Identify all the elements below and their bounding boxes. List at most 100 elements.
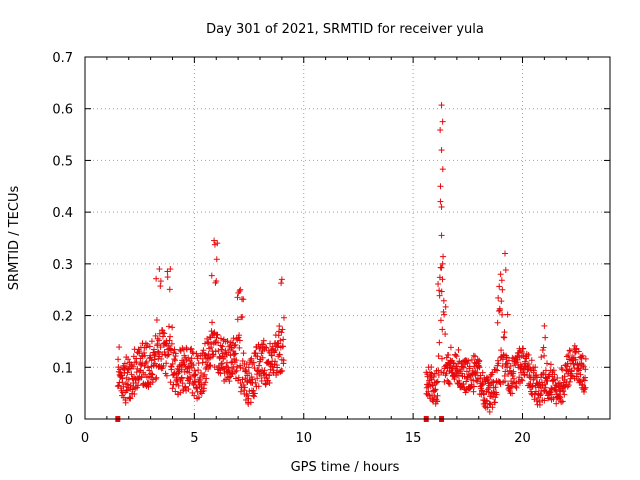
data-point	[146, 367, 153, 374]
data-point	[477, 375, 484, 382]
data-point	[433, 379, 440, 386]
data-point	[476, 357, 483, 364]
data-point	[149, 371, 156, 378]
axis-ticks	[84, 56, 610, 420]
data-point	[455, 372, 462, 379]
data-point	[464, 375, 471, 382]
data-point	[161, 348, 168, 355]
data-point	[551, 371, 558, 378]
data-points	[114, 102, 589, 415]
data-point	[437, 183, 444, 190]
data-point	[232, 368, 239, 375]
data-point	[260, 337, 267, 344]
data-point	[278, 329, 285, 336]
data-point	[434, 392, 441, 399]
data-point	[492, 366, 499, 373]
data-point	[157, 363, 164, 370]
data-point	[279, 343, 286, 350]
data-point	[246, 370, 253, 377]
data-point	[460, 364, 467, 371]
data-point	[559, 398, 566, 405]
data-point	[228, 359, 235, 366]
data-point	[510, 368, 517, 375]
data-point	[202, 379, 209, 386]
data-point	[149, 376, 156, 383]
data-point	[550, 395, 557, 402]
data-point	[277, 337, 284, 344]
data-point	[236, 344, 243, 351]
data-point	[219, 352, 226, 359]
data-point	[224, 338, 231, 345]
data-point	[481, 391, 487, 398]
data-point	[434, 378, 441, 385]
data-point	[498, 298, 505, 305]
data-point	[442, 303, 449, 310]
data-point	[268, 352, 275, 359]
data-point	[443, 354, 450, 361]
data-point	[443, 370, 450, 377]
data-point	[565, 382, 572, 389]
data-point	[192, 378, 199, 385]
data-point	[225, 364, 232, 371]
data-point	[229, 370, 236, 377]
data-point	[553, 400, 560, 407]
data-point	[537, 392, 544, 399]
data-point	[582, 374, 589, 381]
data-point	[211, 237, 218, 244]
data-point	[573, 370, 580, 377]
data-point	[577, 371, 584, 378]
data-point	[554, 375, 561, 382]
data-point	[463, 378, 470, 385]
data-point	[500, 334, 507, 341]
data-point	[203, 359, 210, 366]
data-point	[439, 276, 446, 283]
data-point	[115, 356, 122, 363]
data-point	[502, 250, 508, 257]
data-point	[153, 374, 160, 381]
data-point	[133, 369, 140, 376]
data-point	[544, 360, 550, 367]
data-point	[189, 349, 196, 356]
data-point	[439, 260, 446, 267]
data-point	[154, 340, 161, 347]
data-point	[157, 344, 164, 351]
data-point	[455, 360, 462, 367]
data-point	[211, 364, 218, 371]
data-point	[201, 340, 208, 347]
data-point	[239, 357, 246, 364]
data-point	[435, 353, 442, 360]
data-point	[143, 358, 150, 365]
data-point	[198, 370, 205, 377]
data-point	[181, 361, 188, 368]
data-point	[153, 317, 160, 324]
data-point	[167, 333, 174, 340]
data-point	[440, 253, 447, 260]
data-point	[566, 347, 573, 354]
data-point	[126, 394, 133, 401]
data-point	[204, 340, 211, 347]
data-point	[157, 283, 164, 290]
x-tick-label: 0	[81, 431, 89, 446]
x-axis-label: GPS time / hours	[291, 460, 400, 475]
data-point	[263, 344, 270, 351]
data-point	[240, 296, 247, 303]
data-point	[233, 367, 240, 374]
data-point	[277, 368, 284, 375]
data-point	[258, 377, 265, 384]
data-point	[500, 351, 507, 358]
data-point	[279, 326, 286, 333]
data-point	[234, 294, 241, 301]
data-point	[166, 337, 173, 344]
data-point	[540, 344, 547, 351]
data-point	[213, 256, 220, 263]
data-point	[121, 360, 128, 367]
data-point	[161, 330, 168, 337]
data-point	[242, 367, 249, 374]
data-point	[245, 364, 252, 371]
data-point	[178, 366, 185, 373]
data-point	[501, 334, 508, 341]
data-point	[450, 359, 457, 366]
data-point	[280, 314, 287, 321]
data-point	[498, 277, 505, 284]
